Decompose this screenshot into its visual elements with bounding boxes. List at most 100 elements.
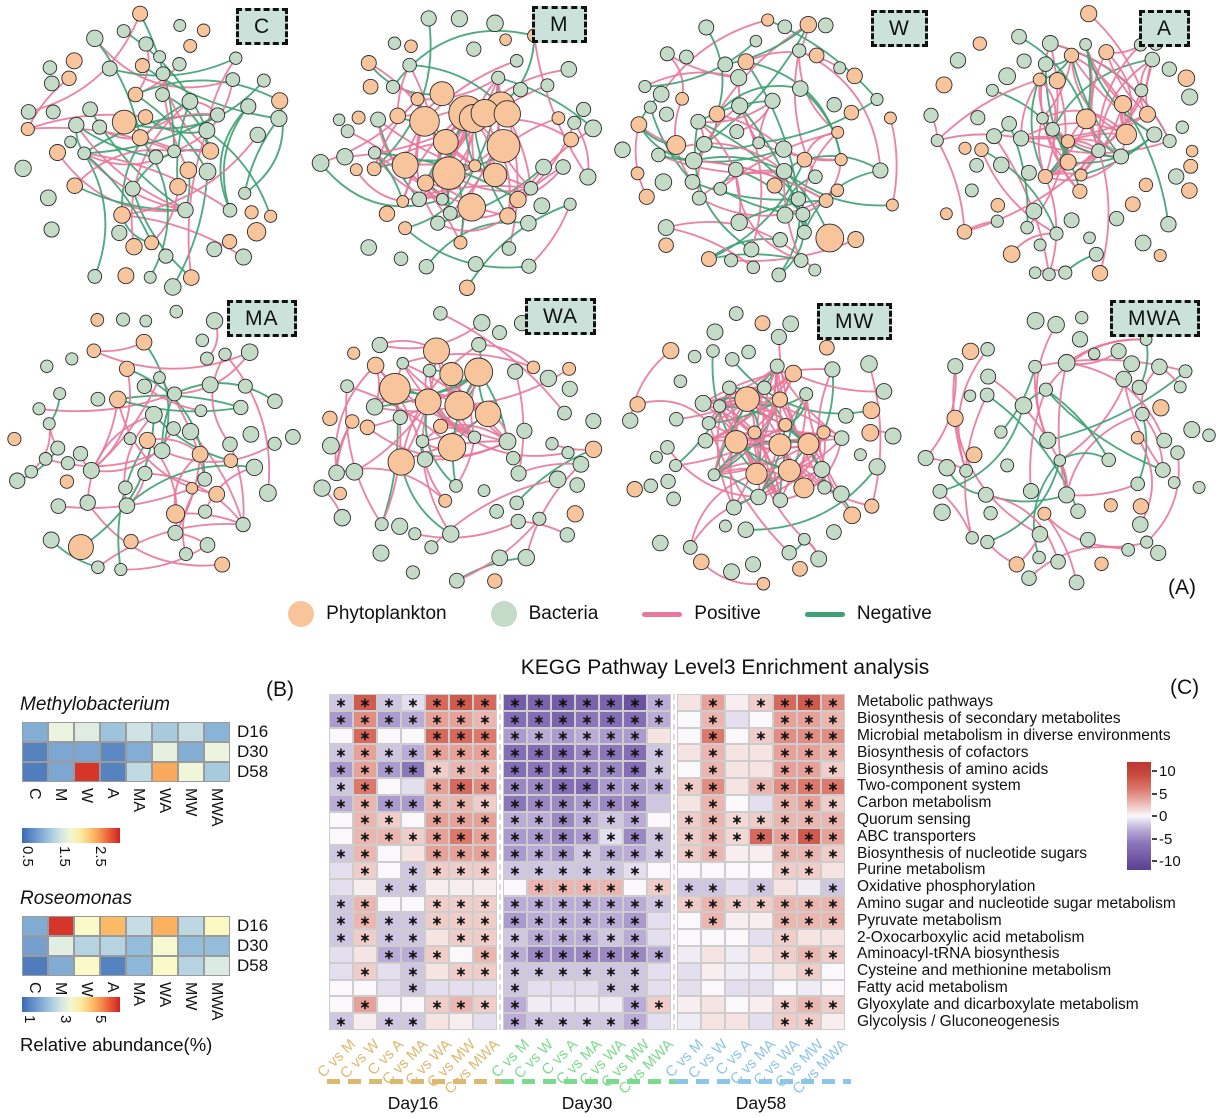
enrichment-cell bbox=[401, 727, 425, 745]
positive-edge bbox=[1066, 483, 1139, 497]
enrichment-cell bbox=[773, 979, 797, 997]
bacteria-node bbox=[673, 374, 688, 388]
bacteria-node bbox=[824, 361, 841, 378]
positive-edge bbox=[1043, 513, 1147, 548]
bacteria-node bbox=[694, 394, 712, 412]
enrichment-cell: ∗ bbox=[503, 744, 527, 762]
bacteria-node bbox=[332, 113, 346, 127]
significance-star: ∗ bbox=[455, 862, 467, 878]
bacteria-node bbox=[311, 154, 330, 172]
enrichment-cell: ∗ bbox=[701, 895, 725, 913]
bacteria-node bbox=[322, 436, 340, 455]
enrichment-cell: ∗ bbox=[527, 694, 551, 711]
bacteria-node bbox=[68, 116, 85, 134]
significance-star: ∗ bbox=[359, 963, 371, 979]
significance-star: ∗ bbox=[629, 862, 641, 878]
bacteria-node bbox=[516, 422, 533, 439]
abundance-cell bbox=[178, 742, 204, 762]
phytoplankton-node bbox=[191, 445, 209, 463]
significance-star: ∗ bbox=[335, 694, 347, 710]
significance-star: ∗ bbox=[581, 963, 593, 979]
enrichment-cell: ∗ bbox=[329, 778, 353, 795]
bacteria-node bbox=[285, 429, 301, 445]
phytoplankton-node bbox=[756, 577, 771, 591]
phytoplankton-node bbox=[509, 190, 527, 209]
enrichment-cell: ∗ bbox=[797, 962, 821, 980]
enrichment-cell: ∗ bbox=[401, 979, 425, 997]
enrichment-cell: ∗ bbox=[377, 744, 401, 762]
significance-star: ∗ bbox=[509, 862, 521, 878]
bacteria-node bbox=[555, 159, 571, 175]
significance-star: ∗ bbox=[827, 711, 839, 727]
bacteria-node bbox=[813, 460, 831, 478]
significance-star: ∗ bbox=[407, 946, 419, 962]
bacteria-node bbox=[489, 504, 504, 519]
bacteria-node bbox=[584, 119, 602, 138]
negative-edge bbox=[1018, 35, 1088, 120]
enrichment-cell: ∗ bbox=[797, 727, 821, 745]
significance-star: ∗ bbox=[803, 829, 815, 845]
significance-star: ∗ bbox=[407, 980, 419, 996]
significance-star: ∗ bbox=[455, 829, 467, 845]
significance-star: ∗ bbox=[359, 711, 371, 727]
bacteria-node bbox=[682, 540, 698, 555]
phytoplankton-node bbox=[138, 431, 156, 449]
phytoplankton-node bbox=[766, 177, 783, 194]
enrichment-cell: ∗ bbox=[599, 828, 623, 846]
enrichment-cell: ∗ bbox=[353, 694, 377, 711]
phytoplankton-node bbox=[366, 161, 382, 177]
enrichment-cell: ∗ bbox=[749, 828, 773, 846]
bacteria-node bbox=[970, 110, 986, 126]
enrichment-cell: ∗ bbox=[599, 862, 623, 879]
phytoplankton-node bbox=[797, 433, 820, 456]
phytoplankton-node bbox=[349, 163, 363, 177]
enrichment-cell: ∗ bbox=[527, 811, 551, 829]
phytoplankton-node bbox=[1075, 108, 1097, 130]
phytoplankton-node bbox=[946, 409, 964, 427]
phytoplankton-node bbox=[414, 388, 442, 416]
bacteria-node bbox=[1047, 315, 1065, 334]
enrichment-cell: ∗ bbox=[599, 962, 623, 980]
enrichment-cell: ∗ bbox=[401, 946, 425, 963]
significance-star: ∗ bbox=[431, 745, 443, 761]
significance-star: ∗ bbox=[581, 846, 593, 862]
network-label-C: C bbox=[236, 8, 289, 46]
bacteria-node bbox=[387, 36, 402, 50]
phytoplankton-node bbox=[808, 47, 825, 64]
positive-edge bbox=[345, 386, 383, 525]
bacteria-node bbox=[872, 162, 889, 179]
bacteria-node bbox=[833, 430, 850, 446]
phytoplankton-node bbox=[118, 360, 136, 377]
colorbar-tick-mark bbox=[1152, 792, 1157, 795]
enrichment-cell: ∗ bbox=[551, 878, 575, 896]
abundance-cell bbox=[204, 742, 230, 762]
bacteria-node bbox=[947, 358, 964, 375]
bacteria-node bbox=[697, 433, 714, 449]
bacteria-node bbox=[210, 107, 226, 123]
enrichment-cell: ∗ bbox=[599, 946, 623, 963]
enrichment-cell: ∗ bbox=[551, 895, 575, 913]
enrichment-cell bbox=[647, 912, 671, 930]
enrichment-cell: ∗ bbox=[353, 895, 377, 913]
bacteria-node bbox=[167, 386, 182, 402]
enrichment-cell: ∗ bbox=[773, 828, 797, 846]
bacteria-node bbox=[1173, 380, 1187, 394]
phytoplankton-node bbox=[777, 458, 801, 483]
bacteria-node bbox=[1110, 343, 1127, 360]
bacteria-node bbox=[998, 67, 1016, 86]
bacteria-node bbox=[750, 488, 767, 506]
bacteria-node bbox=[328, 464, 345, 482]
phytoplankton-node bbox=[65, 52, 83, 70]
bacteria-node bbox=[772, 232, 788, 248]
significance-star: ∗ bbox=[707, 846, 719, 862]
colorbar-tick: 10 bbox=[1159, 763, 1176, 780]
enrichment-cell: ∗ bbox=[527, 710, 551, 728]
bacteria-node bbox=[371, 336, 388, 354]
enrichment-cell bbox=[677, 710, 701, 728]
enrichment-cell: ∗ bbox=[551, 761, 575, 778]
significance-star: ∗ bbox=[581, 1014, 593, 1030]
abundance-cell bbox=[74, 916, 100, 936]
significance-star: ∗ bbox=[479, 963, 491, 979]
bacteria-node bbox=[1028, 359, 1042, 374]
enrichment-cell: ∗ bbox=[353, 778, 377, 795]
